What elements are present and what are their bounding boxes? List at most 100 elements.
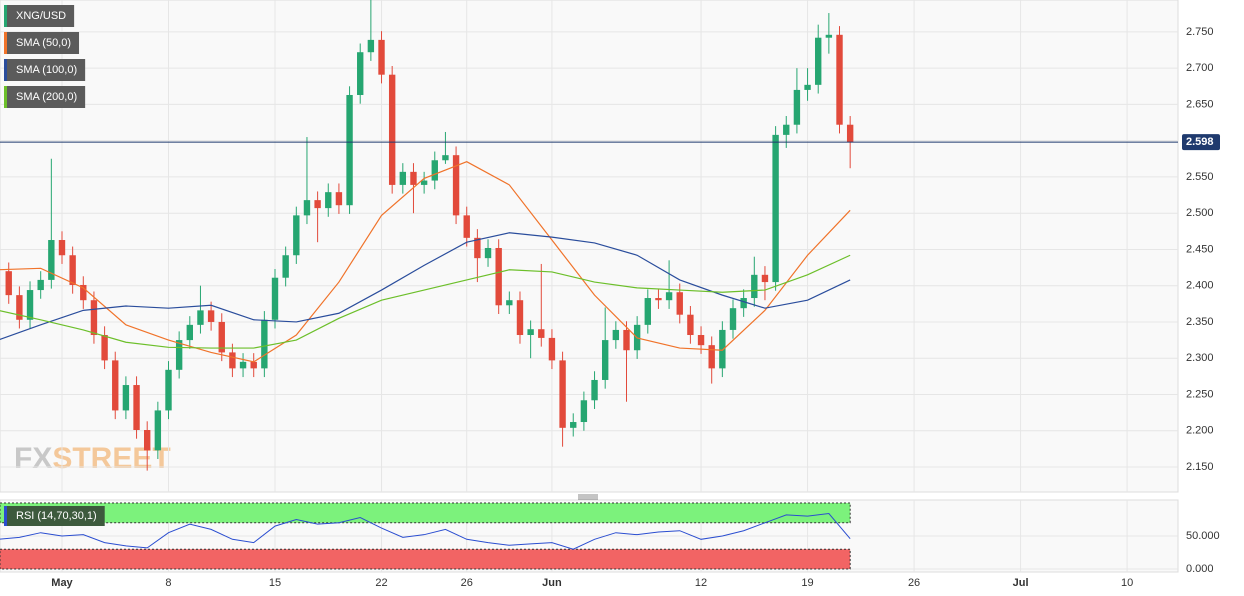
y-tick-label: 0.000 [1186,563,1214,575]
legend-swatch [4,506,7,526]
candle-body [69,255,76,285]
x-tick-label: 8 [165,577,171,589]
candle-body [452,155,460,216]
candle-body [719,329,726,369]
x-tick-label: 22 [375,577,387,589]
y-tick-label: 2.350 [1186,316,1214,328]
last-price-box [1182,134,1220,151]
legend-label: SMA (100,0) [16,64,77,76]
candle-body [495,247,502,306]
candle-body [388,74,396,185]
candle-body [612,329,620,341]
candle-body [133,385,140,431]
candle-body [591,379,598,401]
candle-body [399,171,407,185]
candle-body [431,160,438,181]
candle-body [506,300,513,306]
candle-body [815,37,822,85]
watermark-street: STREET [52,442,170,475]
candle-body [804,84,811,90]
legend-swatch [4,5,7,27]
x-tick-label: 15 [269,577,281,589]
candle-body [229,352,236,369]
candle-body [218,321,225,353]
rsi-line [0,513,851,550]
rsi-band [0,548,851,570]
candle-body [378,39,385,75]
candle-body [676,292,683,315]
legend-entry: SMA (50,0) [4,32,80,54]
legend-entry: SMA (200,0) [4,86,86,108]
candle-body [314,200,321,209]
candle-body [250,361,257,369]
candle-body [729,308,737,330]
candle-body [484,247,492,259]
candle-body [751,274,758,299]
candle-body [687,314,694,336]
candle-body [367,39,375,53]
y-tick-label: 2.300 [1186,352,1214,364]
candle-body [442,155,449,161]
candle-body [527,329,534,336]
legend-swatch [4,86,7,108]
rsi-band [0,502,851,524]
x-tick-label: 26 [908,577,920,589]
candle-body [80,284,87,301]
watermark-fx: FX [14,442,52,475]
candle-body [37,279,44,291]
x-tick-label: May [51,577,73,589]
candle-body [410,171,417,185]
candle-body [16,295,23,320]
candle-body [186,324,193,341]
legend-box [4,32,80,54]
candle-body [303,200,311,216]
candle-body [708,345,715,369]
x-tick-label: Jul [1013,577,1029,589]
candle-body [271,277,279,320]
legend-entry: SMA (100,0) [4,59,86,81]
candle-body [463,215,470,238]
candle-body [282,255,289,278]
sma-line [0,232,851,341]
y-tick-label: 2.200 [1186,425,1214,437]
y-tick-label: 2.150 [1186,461,1214,473]
candle-body [261,319,268,369]
candle-body [335,192,343,206]
x-tick-label: 10 [1121,577,1133,589]
x-tick-label: 12 [695,577,707,589]
legend-swatch [4,59,7,81]
y-tick-label: 2.550 [1186,171,1214,183]
candle-body [761,274,769,283]
candle-body [357,52,364,95]
y-tick-label: 50.000 [1186,530,1220,542]
y-tick-label: 2.700 [1186,62,1214,74]
candle-body [90,300,98,336]
candle-body [5,271,12,296]
candle-body [516,300,524,336]
candle-body [825,34,833,38]
legend-box [4,59,86,81]
legend-entry: RSI (14,70,30,1) [4,506,105,526]
candle-body [122,385,130,411]
sma-line [0,254,851,349]
y-tick-label: 2.450 [1186,243,1214,255]
x-tick-label: 26 [461,577,473,589]
legend-box [4,506,105,526]
legend-box [4,86,86,108]
price-panel [0,0,1179,493]
y-tick-label: 2.250 [1186,388,1214,400]
candle-body [58,240,66,256]
candle-body [346,94,353,206]
y-tick-label: 2.500 [1186,207,1214,219]
candle-body [665,292,673,301]
candle-body [783,124,790,135]
x-tick-label: Jun [542,577,562,589]
candle-body [175,340,183,370]
y-tick-label: 2.650 [1186,98,1214,110]
panel-grip[interactable] [578,494,598,500]
candle-body [474,237,481,259]
candle-body [548,337,556,361]
candle-body [793,89,801,125]
candle-body [570,422,577,428]
watermark: FXSTREET [14,442,171,475]
